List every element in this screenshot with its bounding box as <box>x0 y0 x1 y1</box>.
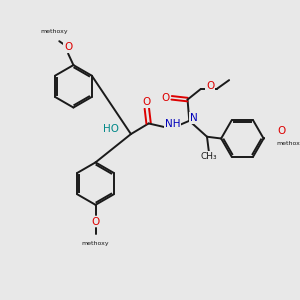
Text: O: O <box>92 217 100 227</box>
Text: methoxy: methoxy <box>276 141 300 146</box>
Text: O: O <box>143 97 151 107</box>
Text: CH₃: CH₃ <box>200 152 217 161</box>
Text: O: O <box>278 126 286 136</box>
Text: O: O <box>64 42 72 52</box>
Text: O: O <box>161 93 169 103</box>
Text: O: O <box>206 81 214 91</box>
Text: N: N <box>190 113 198 123</box>
Text: methoxy: methoxy <box>82 241 109 246</box>
Text: NH: NH <box>165 119 180 129</box>
Text: methoxy: methoxy <box>40 29 68 34</box>
Text: HO: HO <box>103 124 118 134</box>
